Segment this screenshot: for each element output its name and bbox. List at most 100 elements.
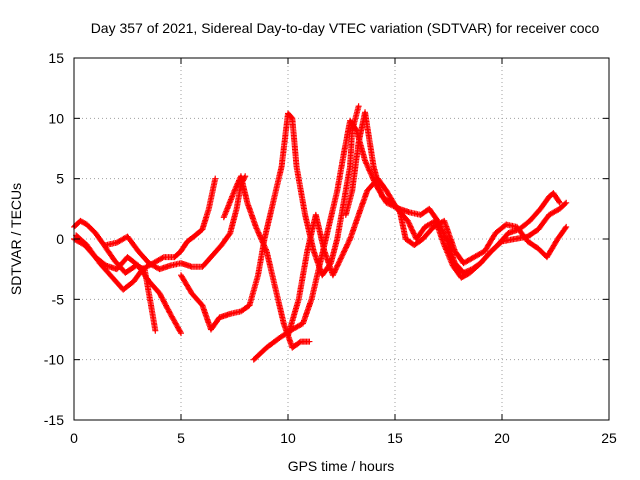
x-tick-label: 25 [601,430,617,446]
marker-trail [110,275,126,292]
axis-ticks: 0 5 10 15 20 25 -15 -10 -5 0 5 10 15 [44,50,617,446]
marker-trail [347,119,359,133]
x-tick-label: 5 [177,430,185,446]
marker-trail [151,254,166,266]
series-track-9 [342,109,570,267]
marker-trail [290,339,303,350]
marker-trail [264,249,278,289]
marker-trail [538,195,552,211]
x-tick-label: 20 [494,430,510,446]
marker-trail [441,243,456,268]
marker-trail [217,311,232,320]
marker-trail [547,206,562,218]
marker-trail [299,338,311,345]
marker-trail [206,177,218,211]
marker-trail [136,249,151,265]
data-series [71,103,570,363]
marker-trail [472,248,487,260]
marker-trail [544,237,560,259]
marker-trail [334,201,347,241]
y-tick-label: -5 [52,291,65,307]
marker-trail [93,231,107,247]
marker-trail [261,201,276,241]
marker-trail [104,240,119,248]
marker-trail [412,236,425,248]
marker-trail [272,285,287,325]
marker-trail [185,234,196,244]
marker-trail [270,165,285,205]
marker-trail [148,303,159,333]
marker-trail [131,267,145,283]
marker-trail [478,249,494,265]
marker-trail [396,207,409,241]
y-tick-label: 15 [48,50,64,66]
y-tick-label: 10 [48,110,64,126]
marker-trail [157,291,173,316]
series-track-8 [285,175,570,339]
x-tick-label: 15 [387,430,403,446]
marker-trail [227,207,240,235]
marker-trail [388,200,402,211]
marker-trail [328,237,340,265]
marker-trail [343,189,355,217]
marker-trail [527,206,543,223]
marker-trail [555,225,569,241]
series-track-6 [220,173,313,351]
marker-trail [371,165,385,199]
marker-trail [296,249,310,301]
marker-trail [339,237,353,259]
marker-trail [199,207,212,231]
marker-trail [347,129,356,168]
x-axis-label: GPS time / hours [288,458,395,474]
marker-trail [443,237,458,265]
marker-trail [253,225,269,253]
marker-trail [285,111,295,121]
marker-trail [84,243,102,265]
y-tick-label: 5 [56,171,64,187]
marker-trail [380,194,393,205]
marker-trail [525,239,541,251]
marker-trail [289,116,300,168]
marker-trail [347,213,362,241]
marker-trail [349,141,362,193]
marker-trail [238,174,250,205]
marker-trail [334,153,347,193]
marker-trail [78,218,89,227]
marker-trail [244,201,259,229]
marker-trail [362,110,377,168]
marker-trail [461,254,476,266]
marker-trail [125,234,141,253]
marker-trail [536,213,552,232]
marker-trail [146,279,162,296]
marker-trail [514,225,530,244]
y-tick-label: -10 [44,352,64,368]
marker-trail [420,225,436,241]
marker-trail [300,297,314,325]
series-track-3 [73,175,219,293]
marker-trail [172,249,183,260]
marker-trail [313,213,327,253]
marker-trail [97,261,115,280]
marker-trail [219,231,233,247]
chart-title: Day 357 of 2021, Sidereal Day-to-day VTE… [91,20,600,36]
x-tick-label: 10 [280,430,296,446]
marker-trail [178,239,190,253]
marker-trail [233,183,244,211]
marker-trail [340,165,353,205]
marker-trail [340,119,353,156]
marker-trail [482,231,498,253]
marker-trail [178,273,194,295]
marker-trail [200,255,213,269]
marker-trail [168,312,184,335]
marker-trail [84,222,98,235]
marker-trail [441,219,458,253]
y-axis-label: SDTVAR / TECUs [8,183,24,295]
marker-trail [293,165,308,217]
series-track-5 [178,103,362,333]
marker-trail [285,297,302,337]
marker-trail [489,239,504,254]
marker-trail [557,200,569,211]
marker-trail [356,189,370,217]
marker-trail [239,303,252,314]
